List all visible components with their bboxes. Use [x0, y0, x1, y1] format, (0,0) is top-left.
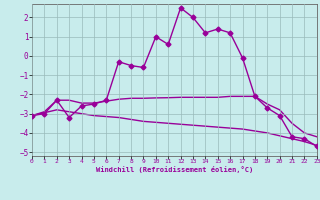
X-axis label: Windchill (Refroidissement éolien,°C): Windchill (Refroidissement éolien,°C): [96, 166, 253, 173]
